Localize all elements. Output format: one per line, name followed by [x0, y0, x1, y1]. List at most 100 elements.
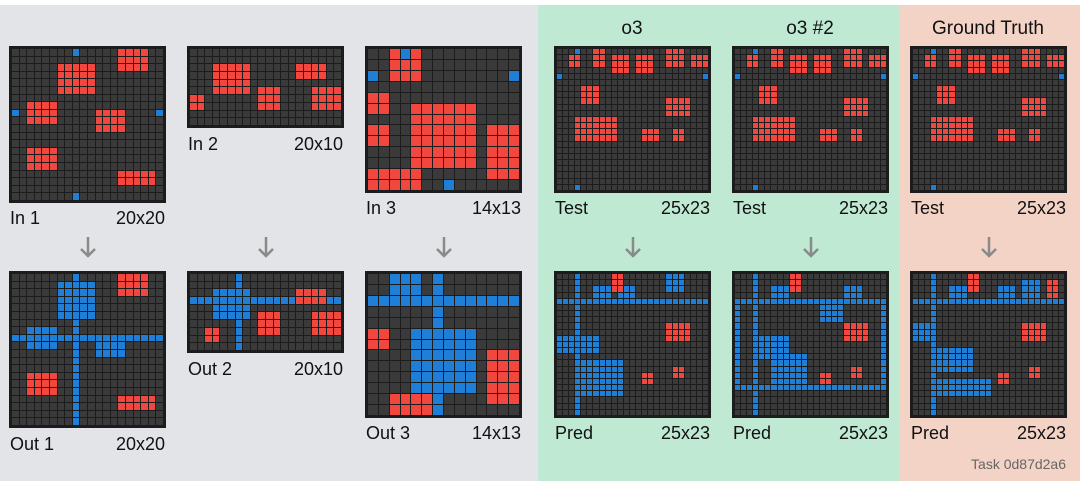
grid-cell [141, 349, 148, 357]
grid-cell [569, 409, 575, 415]
grid-cell [735, 178, 741, 184]
grid-cell [57, 56, 65, 64]
grid-cell [205, 95, 212, 102]
grid-cell [19, 79, 27, 86]
grid-cell [826, 49, 832, 55]
grid-cell [465, 147, 476, 158]
grid-cell [660, 397, 666, 403]
grid-cell [156, 49, 163, 56]
grid-cell [599, 61, 605, 67]
grid-cell [27, 380, 34, 387]
grid-cell [389, 59, 400, 70]
grid-cell [666, 317, 672, 323]
grid-cell [789, 409, 795, 415]
grid-cell [12, 281, 19, 289]
grid-cell [868, 385, 874, 391]
grid-cell [741, 311, 747, 317]
grid-cell [660, 92, 666, 98]
grid-cell [281, 335, 288, 343]
grid-cell [110, 71, 118, 79]
grid-cell [783, 86, 789, 92]
grid-cell [925, 147, 931, 153]
grid-cell [103, 349, 110, 357]
grid-cell [487, 317, 498, 328]
grid-cell [141, 327, 148, 334]
grid-cell [593, 280, 599, 286]
grid-cell [949, 153, 955, 160]
grid-cell [378, 317, 389, 328]
grid-cell [937, 280, 943, 286]
grid-cell [433, 114, 443, 125]
grid-cell [826, 280, 832, 286]
grid-cell [844, 280, 850, 286]
grid-cell [949, 166, 955, 172]
grid-cell [937, 372, 943, 378]
grid-cell [281, 312, 288, 320]
grid-cell [1046, 123, 1052, 129]
grid-cell [212, 64, 220, 72]
grid-cell [955, 98, 961, 104]
grid-cell [771, 67, 777, 73]
grid-cell [12, 178, 19, 185]
grid-cell [771, 135, 777, 141]
grid-cell [212, 110, 220, 118]
grid-cell [998, 292, 1004, 298]
grid-cell [581, 135, 587, 141]
grid-cell [771, 341, 777, 348]
grid-cell [487, 284, 498, 295]
grid-cell [49, 319, 57, 327]
grid-cell [690, 335, 696, 341]
grid-cell [80, 410, 87, 418]
grid-cell [593, 86, 599, 92]
grid-cell [487, 125, 498, 136]
grid-cell [125, 109, 133, 117]
grid-cell [12, 304, 19, 311]
grid-cell [654, 116, 660, 123]
grid-cell [814, 372, 820, 378]
grid-cell [454, 180, 465, 190]
grid-cell [273, 312, 281, 320]
grid-cell [949, 397, 955, 403]
grid-cell [72, 49, 80, 56]
grid-cell [943, 178, 949, 184]
grid-cell [844, 67, 850, 73]
grid-cell [937, 129, 943, 135]
grid-cell [992, 323, 998, 329]
grid-cell [258, 49, 265, 56]
grid-cell [95, 304, 103, 311]
grid-cell [411, 169, 422, 180]
grid-cell [826, 304, 832, 311]
grid-cell [148, 185, 156, 193]
grid-cell [654, 329, 660, 335]
grid-cell [19, 274, 27, 281]
grid-cell [617, 123, 623, 129]
grid-cell [826, 123, 832, 129]
grid-cell [334, 327, 341, 335]
grid-cell [378, 70, 389, 81]
grid-cell [814, 172, 820, 178]
grid-cell [141, 319, 148, 327]
grid-cell [919, 397, 925, 403]
grid-cell [118, 71, 125, 79]
grid-cell [605, 397, 611, 403]
grid-cell [777, 166, 783, 172]
grid-cell [807, 397, 814, 403]
grid-cell [141, 334, 148, 342]
grid-cell [1052, 104, 1058, 110]
grid-cell [19, 140, 27, 147]
grid-cell [1058, 385, 1064, 391]
grid-cell [783, 147, 789, 153]
grid-cell [832, 116, 838, 123]
grid-cell [1010, 166, 1016, 172]
grid-cell [411, 405, 422, 415]
grid-cell [684, 153, 690, 160]
grid-cell [765, 79, 771, 86]
grid-cell [672, 317, 678, 323]
grid-cell [611, 409, 617, 415]
grid-cell [826, 166, 832, 172]
grid-cell [1028, 292, 1034, 298]
grid-cell [80, 64, 87, 71]
grid-cell [569, 335, 575, 341]
grid-cell [1010, 385, 1016, 391]
grid-cell [326, 304, 334, 312]
